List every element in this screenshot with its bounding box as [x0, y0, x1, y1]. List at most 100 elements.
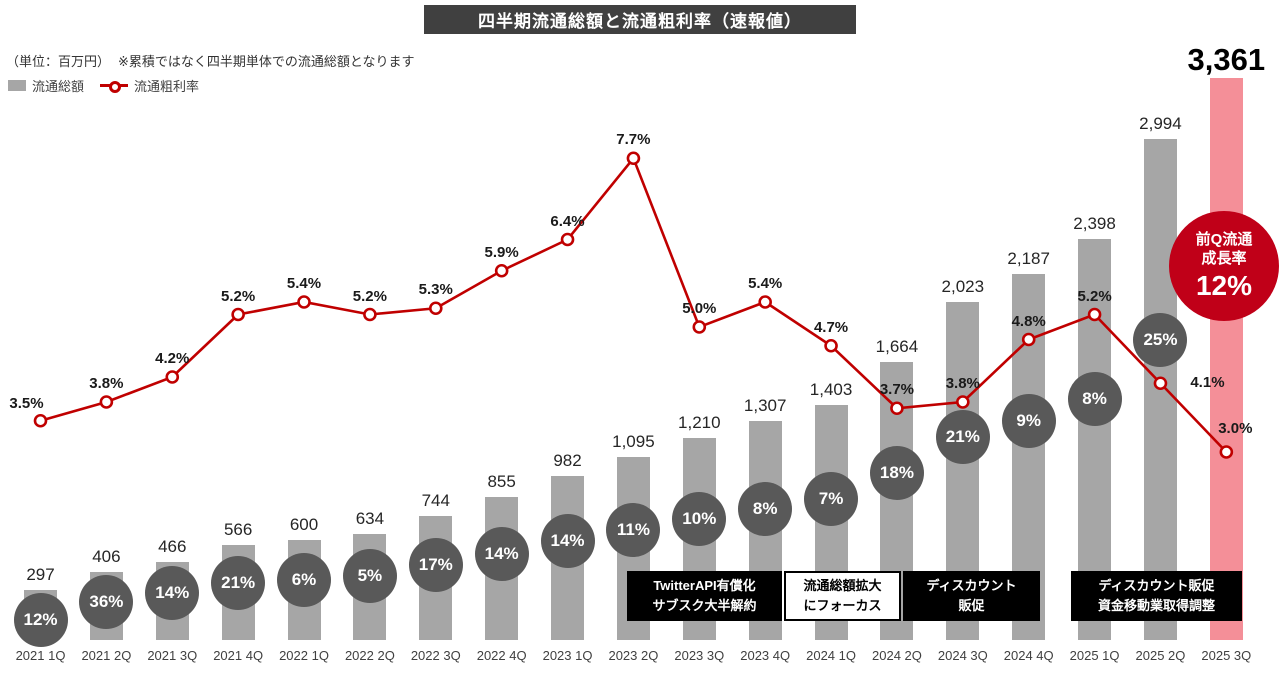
x-axis-label: 2025 1Q [1069, 648, 1120, 663]
x-axis-label: 2023 1Q [542, 648, 593, 663]
gross-margin-point [363, 307, 377, 322]
x-axis-label: 2021 1Q [15, 648, 66, 663]
gross-margin-label: 3.0% [1218, 420, 1253, 437]
bar-value-label: 2,398 [1073, 214, 1116, 234]
x-axis-label: 2024 3Q [937, 648, 988, 663]
bar-value-label: 982 [553, 450, 582, 470]
growth-bubble: 14% [540, 514, 595, 569]
bar-value-label: 744 [421, 490, 450, 510]
bar-value-label: 1,095 [612, 431, 655, 451]
annotation-box: ディスカウント 販促 [903, 571, 1040, 621]
line-series-swatch-icon [100, 81, 129, 93]
gross-margin-label: 6.4% [550, 212, 585, 230]
bar-value-label: 466 [158, 537, 187, 557]
annotation-line2: にフォーカス [803, 598, 882, 613]
growth-bubble: 6% [277, 552, 332, 607]
x-axis-label: 2025 3Q [1201, 648, 1252, 663]
gross-margin-label: 5.0% [682, 300, 717, 317]
gross-margin-label: 5.4% [748, 275, 783, 292]
gross-margin-point [33, 413, 48, 428]
x-axis-label: 2021 3Q [147, 648, 198, 663]
gross-margin-point [494, 263, 509, 278]
bar-value-label: 1,403 [809, 380, 853, 400]
growth-bubble: 18% [869, 446, 924, 501]
gross-margin-label: 3.8% [945, 375, 980, 392]
bar-value-label: 1,307 [743, 396, 787, 416]
unit-note: （単位：百万円） [6, 54, 111, 69]
gross-margin-point [1153, 376, 1168, 391]
gross-margin-label: 5.9% [484, 243, 519, 261]
quarterly-basis-note: ※累積ではなく四半期単体での流通総額となります [118, 54, 415, 69]
gross-margin-point [99, 395, 114, 409]
annotation-line2: 資金移動業取得調整 [1097, 598, 1215, 613]
annotation-line2: サブスク大半解約 [652, 598, 757, 613]
gross-margin-point [1087, 307, 1102, 322]
x-axis-label: 2022 1Q [279, 648, 329, 663]
annotation-line1: ディスカウント [926, 577, 1017, 593]
growth-bubble: 7% [804, 472, 859, 527]
growth-bubble: 36% [79, 575, 134, 630]
x-axis-label: 2022 4Q [476, 648, 527, 663]
gross-margin-point [560, 232, 575, 247]
x-axis-label: 2024 2Q [872, 648, 922, 663]
annotation-line1: TwitterAPI有償化 [653, 577, 756, 593]
growth-badge: 前Q流通 成長率 12% [1169, 211, 1279, 321]
x-axis-label: 2024 4Q [1003, 648, 1054, 663]
gross-margin-point [626, 151, 641, 166]
gross-margin-label: 4.2% [155, 350, 190, 367]
bar-value-label: 2,023 [941, 276, 985, 296]
gross-margin-point [956, 395, 970, 409]
growth-bubble: 8% [738, 481, 793, 536]
growth-badge-line1: 前Q流通 [1195, 230, 1253, 248]
gmv-bar [1209, 78, 1243, 640]
x-axis-label: 2023 3Q [674, 648, 725, 663]
gross-margin-point [692, 320, 707, 334]
bar-value-label: 634 [355, 508, 385, 528]
x-axis-label: 2021 4Q [213, 648, 264, 663]
annotation-line1: ディスカウント販促 [1098, 577, 1215, 593]
gross-margin-label: 5.2% [1077, 287, 1112, 305]
annotation-box: TwitterAPI有償化 サブスク大半解約 [627, 571, 782, 621]
bar-series-legend-label: 流通総額 [32, 79, 85, 94]
line-series-legend-label: 流通粗利率 [134, 79, 200, 94]
bar-value-label: 600 [289, 514, 319, 534]
x-axis-label: 2022 3Q [410, 648, 461, 663]
x-axis-label: 2021 2Q [81, 648, 132, 663]
chart-title: 四半期流通総額と流通粗利率（速報値） [424, 5, 856, 34]
growth-badge-line2: 成長率 [1201, 250, 1247, 268]
gross-margin-point [1219, 445, 1234, 459]
gross-margin-point [231, 307, 245, 322]
bar-value-label: 566 [223, 520, 253, 540]
annotation-box: ディスカウント販促 資金移動業取得調整 [1071, 571, 1242, 621]
gross-margin-label: 5.2% [221, 287, 256, 305]
bar-value-label: 2,187 [1007, 249, 1050, 269]
x-axis-label: 2023 2Q [608, 648, 659, 663]
gross-margin-point [428, 301, 443, 316]
gross-margin-label: 4.1% [1190, 374, 1225, 392]
gross-margin-point [1021, 332, 1036, 347]
legend: 流通総額 流通粗利率 [8, 76, 199, 95]
growth-bubble: 8% [1067, 372, 1122, 427]
growth-bubble: 21% [935, 410, 990, 465]
bar-value-label: 855 [487, 472, 516, 492]
gross-margin-label: 5.3% [418, 281, 453, 299]
bar-value-label: 406 [92, 547, 121, 567]
bar-value-label: 1,664 [875, 336, 919, 356]
growth-bubble: 14% [474, 527, 529, 582]
gross-margin-label: 4.8% [1011, 312, 1046, 330]
growth-badge-value: 12% [1195, 269, 1253, 301]
x-axis-label: 2023 4Q [740, 648, 791, 663]
gross-margin-point [165, 370, 180, 384]
annotation-box: 流通総額拡大 にフォーカス [784, 571, 901, 621]
gross-margin-label: 5.2% [352, 287, 387, 305]
growth-bubble: 5% [342, 549, 397, 604]
growth-bubble: 10% [672, 491, 727, 546]
bar-value-label: 2,994 [1139, 114, 1182, 134]
x-axis-label: 2022 2Q [344, 648, 395, 663]
growth-bubble: 11% [606, 503, 661, 558]
x-axis-label: 2025 2Q [1135, 648, 1186, 663]
bar-series-swatch-icon [8, 80, 26, 91]
growth-bubble: 25% [1133, 312, 1188, 367]
bar-value-label: 297 [26, 565, 55, 585]
